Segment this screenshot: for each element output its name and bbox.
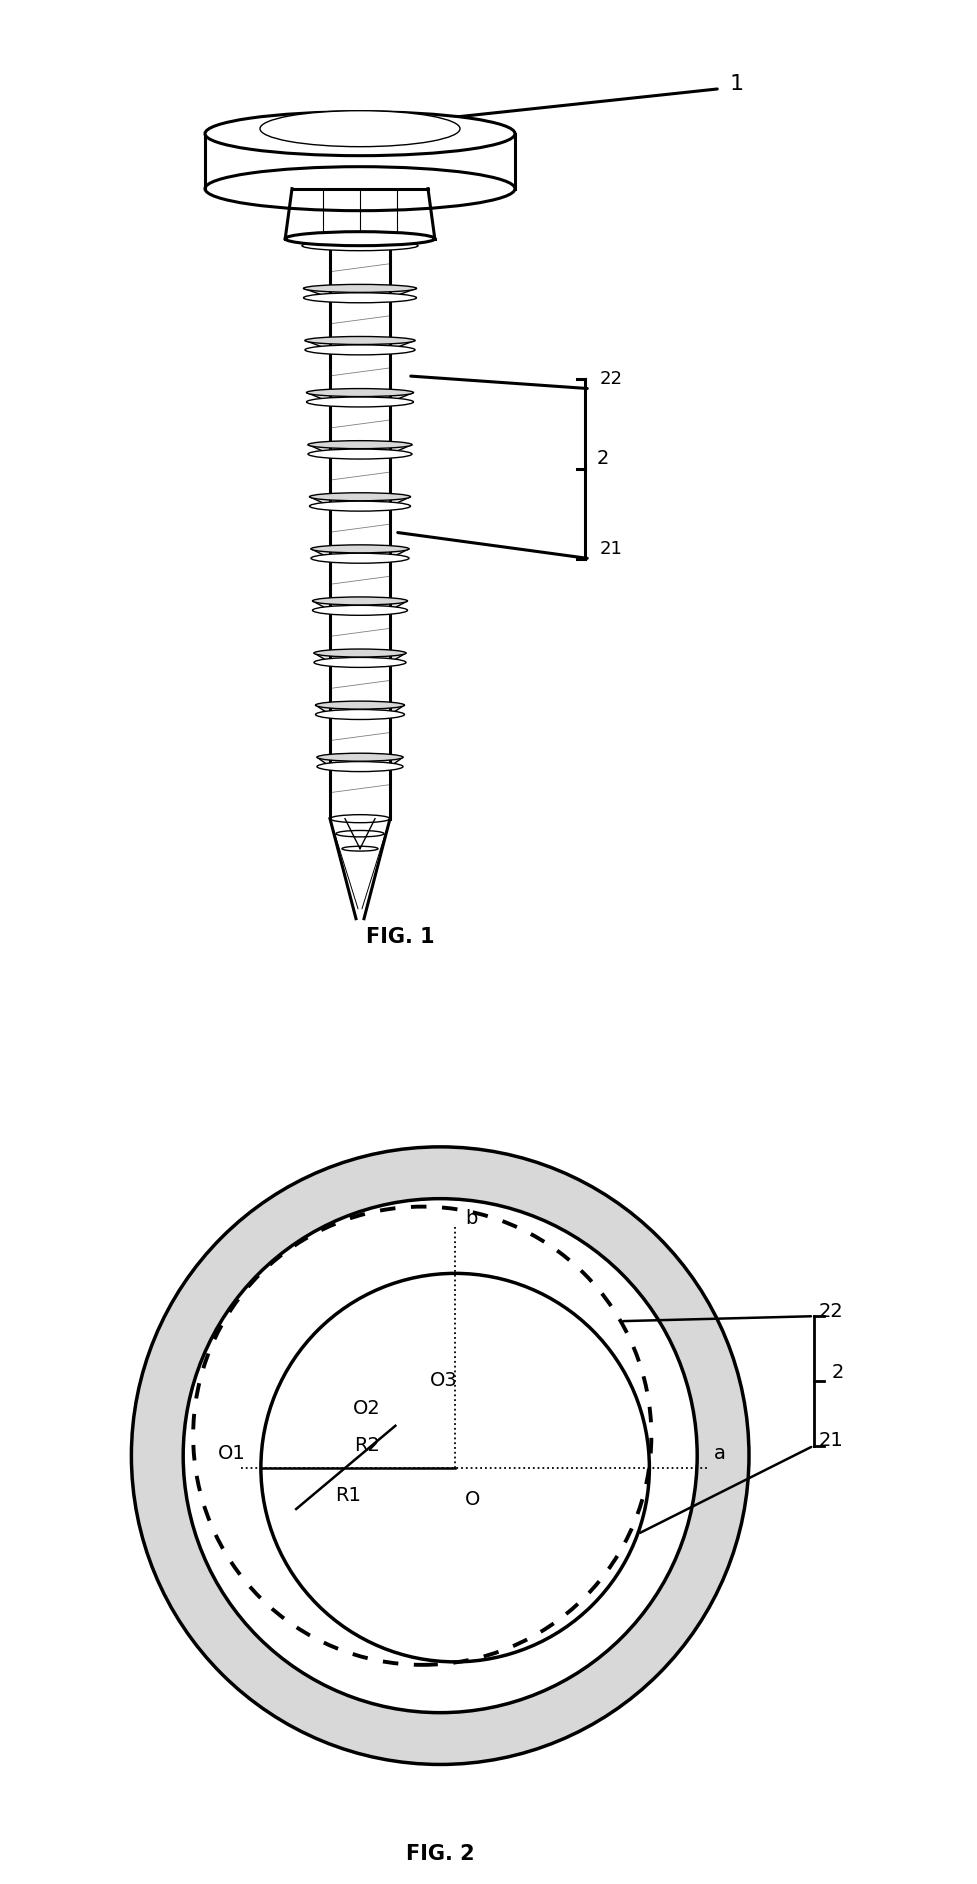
Ellipse shape <box>260 111 459 147</box>
Polygon shape <box>317 757 403 767</box>
Ellipse shape <box>302 241 417 251</box>
Text: FIG. 2: FIG. 2 <box>405 1844 474 1863</box>
Ellipse shape <box>309 501 410 511</box>
Ellipse shape <box>316 701 404 708</box>
Ellipse shape <box>317 761 403 772</box>
Ellipse shape <box>205 166 515 211</box>
Ellipse shape <box>314 648 405 658</box>
Text: 22: 22 <box>599 369 622 388</box>
Circle shape <box>131 1147 748 1765</box>
Text: O: O <box>465 1490 480 1509</box>
Ellipse shape <box>302 232 417 241</box>
Ellipse shape <box>313 605 407 616</box>
Text: R2: R2 <box>354 1436 379 1456</box>
Polygon shape <box>313 601 407 610</box>
Text: a: a <box>713 1443 725 1462</box>
Polygon shape <box>311 548 408 558</box>
Circle shape <box>183 1198 697 1713</box>
Ellipse shape <box>314 658 405 667</box>
Polygon shape <box>306 392 413 401</box>
Polygon shape <box>308 445 411 454</box>
Text: FIG. 1: FIG. 1 <box>365 927 434 946</box>
Ellipse shape <box>303 284 416 292</box>
Ellipse shape <box>303 292 416 303</box>
Polygon shape <box>316 705 404 714</box>
Ellipse shape <box>317 754 403 761</box>
Ellipse shape <box>285 232 435 245</box>
Circle shape <box>261 1274 649 1662</box>
Ellipse shape <box>309 494 410 501</box>
Ellipse shape <box>316 710 404 720</box>
Polygon shape <box>305 341 414 350</box>
Ellipse shape <box>308 441 411 448</box>
Ellipse shape <box>305 337 414 345</box>
Ellipse shape <box>311 554 408 563</box>
Text: O3: O3 <box>430 1372 457 1390</box>
Text: O2: O2 <box>353 1398 380 1419</box>
Ellipse shape <box>305 345 414 354</box>
Polygon shape <box>314 654 405 663</box>
Text: R1: R1 <box>335 1486 361 1505</box>
Ellipse shape <box>311 544 408 552</box>
Text: 21: 21 <box>818 1432 842 1451</box>
Text: O1: O1 <box>218 1443 245 1462</box>
Ellipse shape <box>205 111 515 156</box>
Text: 2: 2 <box>596 448 609 469</box>
Text: 1: 1 <box>729 73 743 94</box>
Polygon shape <box>309 497 410 507</box>
Ellipse shape <box>308 448 411 460</box>
Ellipse shape <box>306 398 413 407</box>
Ellipse shape <box>306 388 413 396</box>
Polygon shape <box>303 288 416 298</box>
Text: 22: 22 <box>818 1302 842 1321</box>
Ellipse shape <box>313 597 407 605</box>
Polygon shape <box>302 236 417 245</box>
Text: b: b <box>465 1210 477 1228</box>
Text: 2: 2 <box>830 1364 843 1383</box>
Text: 21: 21 <box>599 539 622 558</box>
